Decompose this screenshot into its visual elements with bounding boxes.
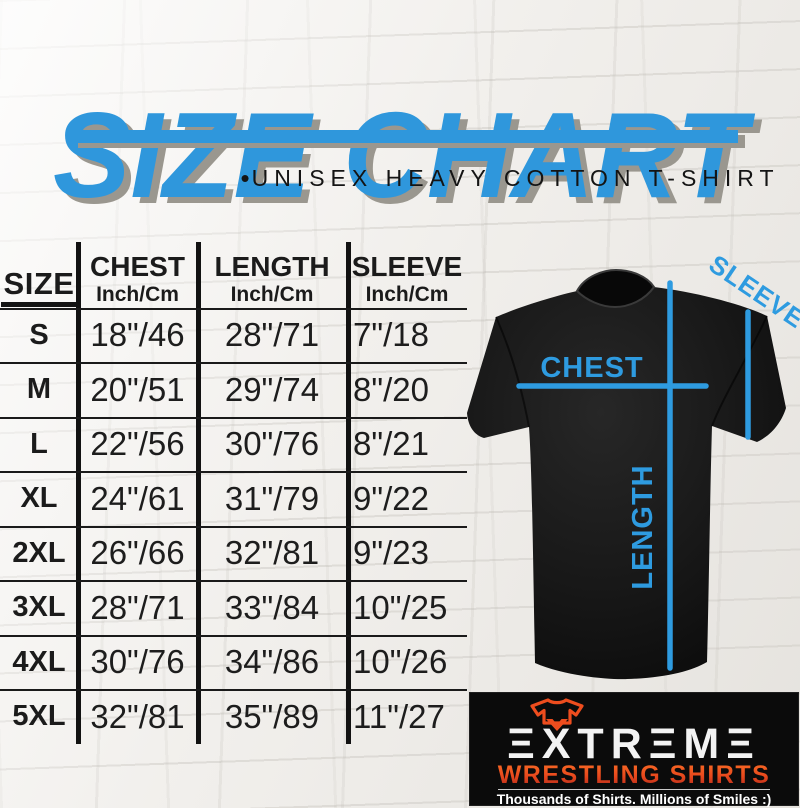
logo-divider: [498, 789, 770, 790]
cell-sleeve: 11"/27: [353, 697, 445, 735]
table-row-line: [0, 689, 467, 691]
cell-length: 28"/71: [224, 316, 320, 354]
subtitle: •UNISEX HEAVY COTTON T-SHIRT: [230, 163, 790, 194]
row-size-label: 3XL: [12, 591, 66, 624]
cell-length: 35"/89: [224, 697, 320, 735]
header-chest: CHEST Inch/Cm: [78, 242, 197, 308]
table-divider: [76, 242, 81, 744]
table-divider: [196, 242, 201, 744]
table-row-line: [0, 526, 467, 528]
brand-tshirt-icon: [530, 698, 584, 731]
row-size-label: 4XL: [12, 645, 66, 678]
brand-name: ΞXTRΞMΞ: [507, 720, 761, 768]
size-table: SIZE CHEST Inch/Cm LENGTH Inch/Cm SLEEVE…: [0, 242, 467, 744]
row-size-label: 5XL: [12, 700, 66, 733]
page-title: SIZE CHART: [53, 86, 747, 223]
cell-sleeve: 8"/20: [353, 370, 429, 408]
cell-length: 33"/84: [224, 588, 320, 626]
header-chest-label: CHEST: [90, 251, 185, 282]
cell-chest: 26"/66: [90, 534, 185, 572]
header-sleeve-unit: Inch/Cm: [365, 283, 449, 306]
header-chest-unit: Inch/Cm: [96, 283, 179, 306]
table-row-line: [0, 308, 467, 310]
header-length-unit: Inch/Cm: [230, 283, 314, 306]
cell-sleeve: 9"/22: [353, 479, 429, 517]
cell-chest: 24"/61: [90, 479, 185, 517]
cell-sleeve: 8"/21: [353, 425, 429, 463]
brand-logo: ΞXTRΞMΞ WRESTLING SHIRTS Thousands of Sh…: [470, 693, 798, 807]
cell-length: 30"/76: [224, 425, 320, 463]
brand-tagline: Thousands of Shirts. Millions of Smiles …: [496, 791, 772, 807]
cell-sleeve: 7"/18: [353, 316, 429, 354]
header-sleeve: SLEEVE Inch/Cm: [347, 242, 467, 308]
measurement-lines: [516, 280, 751, 671]
row-size-label: 2XL: [12, 536, 66, 569]
table-row-line: [0, 362, 467, 364]
table-row-line: [0, 635, 467, 637]
tshirt-collar: [575, 268, 656, 309]
cell-chest: 30"/76: [90, 643, 185, 681]
title-underline: [71, 130, 738, 143]
cell-sleeve: 10"/25: [353, 588, 448, 626]
table-row-line: [0, 471, 467, 473]
header-length-label: LENGTH: [214, 251, 330, 282]
cell-sleeve: 9"/23: [353, 534, 429, 572]
size-table-grid: SIZE CHEST Inch/Cm LENGTH Inch/Cm SLEEVE…: [0, 242, 467, 744]
row-size-label: M: [26, 373, 52, 406]
length-label: LENGTH: [627, 464, 659, 589]
bullet-icon: •: [240, 163, 252, 193]
cell-chest: 32"/81: [90, 697, 185, 735]
cell-chest: 18"/46: [90, 316, 185, 354]
cell-sleeve: 10"/26: [353, 643, 448, 681]
cell-length: 34"/86: [224, 643, 320, 681]
row-size-label: L: [30, 427, 48, 460]
cell-chest: 28"/71: [90, 588, 185, 626]
tshirt-seam: [495, 315, 768, 428]
cell-chest: 22"/56: [90, 425, 185, 463]
chest-label: CHEST: [540, 352, 643, 384]
table-divider: [346, 242, 351, 744]
row-size-label: XL: [20, 482, 58, 515]
cell-length: 31"/79: [224, 479, 320, 517]
tshirt-diagram-image: CHEST LENGTH SLEEVE: [467, 249, 800, 680]
cell-length: 29"/74: [224, 370, 320, 408]
table-row-line: [0, 580, 467, 582]
table-row-line: [0, 417, 467, 419]
header-size: SIZE: [0, 242, 78, 308]
cell-chest: 20"/51: [90, 370, 185, 408]
cell-length: 32"/81: [224, 534, 320, 572]
row-size-label: S: [29, 318, 49, 351]
subtitle-text: UNISEX HEAVY COTTON T-SHIRT: [251, 165, 780, 191]
header-sleeve-label: SLEEVE: [351, 251, 463, 282]
brand-line2: WRESTLING SHIRTS: [470, 763, 798, 788]
header-length: LENGTH Inch/Cm: [197, 242, 347, 308]
tshirt-diagram: CHEST LENGTH SLEEVE: [455, 249, 800, 705]
